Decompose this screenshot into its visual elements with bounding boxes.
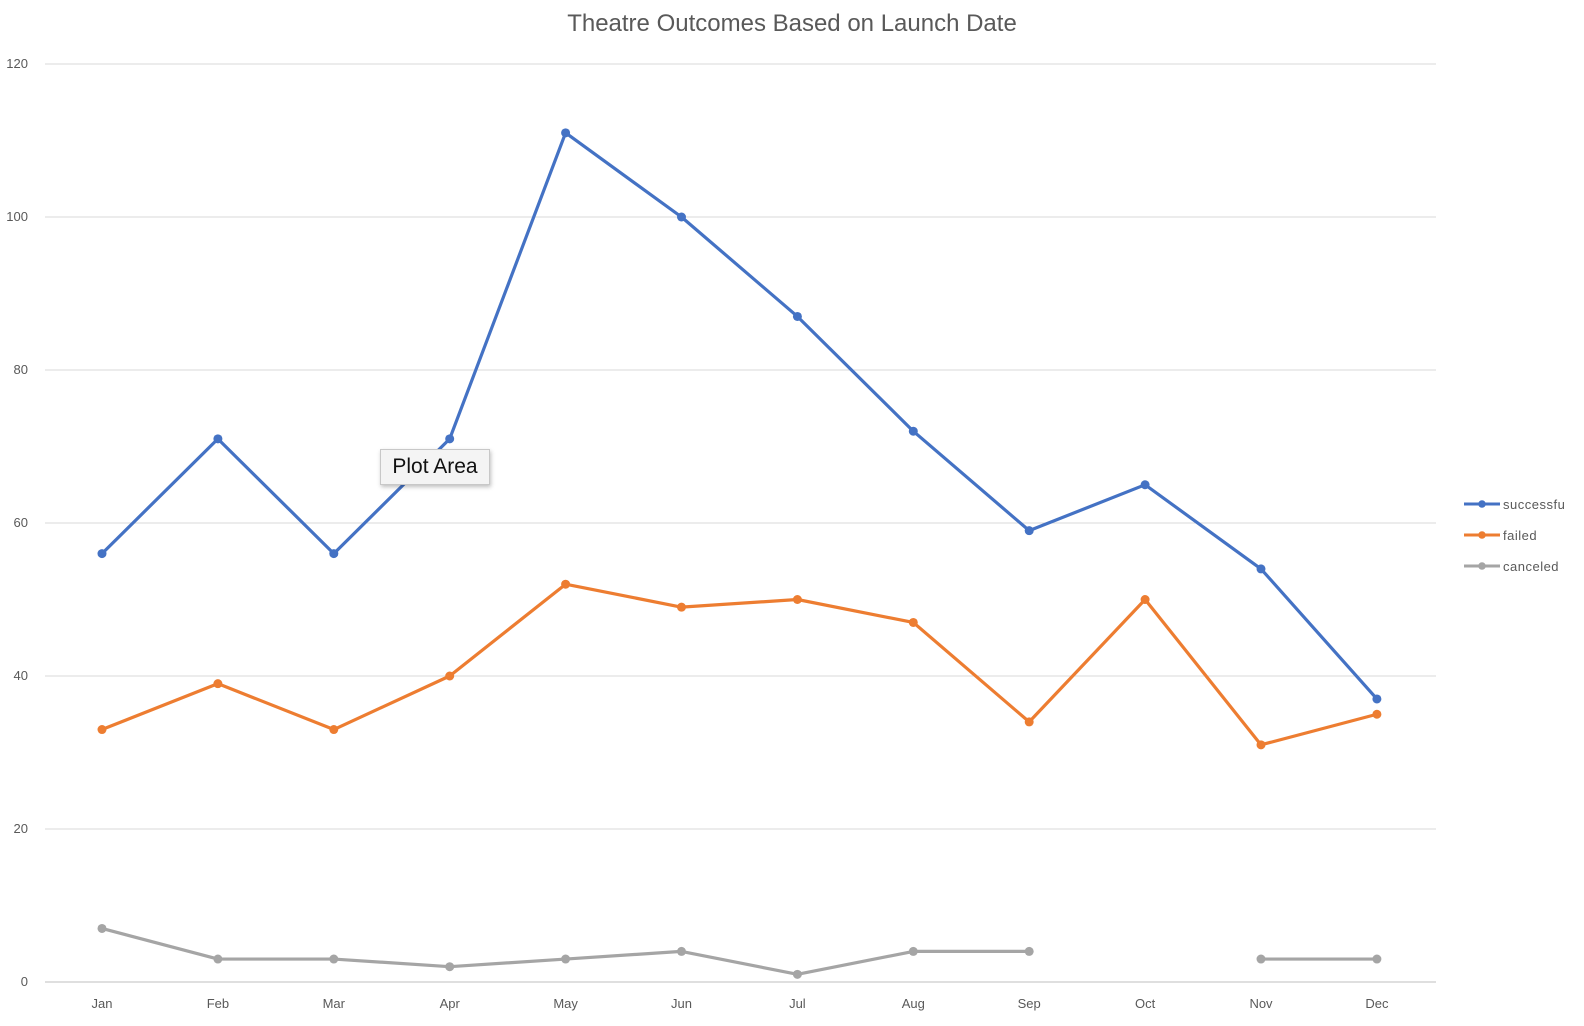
legend-marker xyxy=(1478,531,1486,539)
legend-item-failed: failed xyxy=(1464,528,1537,543)
x-tick-label: Sep xyxy=(1018,996,1041,1011)
data-point xyxy=(908,946,918,956)
data-point xyxy=(213,434,223,444)
data-point xyxy=(445,671,455,681)
data-point xyxy=(677,602,686,612)
data-point xyxy=(1140,480,1150,490)
data-point xyxy=(213,954,223,964)
y-tick-label: 100 xyxy=(6,209,28,224)
data-point xyxy=(1256,740,1266,750)
x-tick-label: May xyxy=(553,996,578,1011)
series-successfu xyxy=(97,128,1382,704)
legend-label: canceled xyxy=(1503,559,1559,574)
data-point xyxy=(908,426,918,436)
legend-marker xyxy=(1478,562,1486,570)
y-tick-label: 120 xyxy=(6,56,28,71)
chart-title: Theatre Outcomes Based on Launch Date xyxy=(567,10,1017,37)
data-point xyxy=(677,946,686,956)
data-point xyxy=(329,549,339,559)
legend-item-canceled: canceled xyxy=(1464,559,1559,574)
series-lines xyxy=(97,128,1382,979)
data-point xyxy=(1372,694,1382,704)
data-point xyxy=(1372,954,1382,964)
legend-marker xyxy=(1478,500,1486,508)
series-line xyxy=(100,582,1379,747)
data-point xyxy=(445,434,455,444)
x-tick-label: Apr xyxy=(440,996,461,1011)
x-tick-label: Aug xyxy=(902,996,925,1011)
data-point xyxy=(213,679,223,689)
x-tick-label: Jan xyxy=(92,996,113,1011)
data-point xyxy=(792,969,802,979)
data-point xyxy=(1024,717,1034,727)
data-point xyxy=(445,962,455,972)
x-tick-label: Jun xyxy=(671,996,692,1011)
data-point xyxy=(97,923,107,933)
y-axis: 0 20 40 60 80 100 120 xyxy=(6,56,28,989)
plot-area-tooltip: Plot Area xyxy=(380,449,490,485)
data-point xyxy=(329,954,339,964)
data-point xyxy=(97,549,107,559)
data-point xyxy=(1024,526,1034,536)
legend: successfu failed canceled xyxy=(1464,497,1565,574)
series-line xyxy=(100,926,1031,976)
data-point xyxy=(1256,564,1266,574)
x-tick-label: Dec xyxy=(1365,996,1389,1011)
x-tick-label: Mar xyxy=(323,996,346,1011)
y-tick-label: 60 xyxy=(14,515,28,530)
data-point xyxy=(1140,595,1150,604)
x-tick-label: Feb xyxy=(207,996,229,1011)
legend-label: failed xyxy=(1503,528,1537,543)
gridlines xyxy=(45,63,1436,983)
data-point xyxy=(561,954,571,964)
data-point xyxy=(677,212,686,222)
legend-item-successfu: successfu xyxy=(1464,497,1565,512)
x-tick-label: Jul xyxy=(789,996,806,1011)
x-tick-label: Nov xyxy=(1249,996,1273,1011)
data-point xyxy=(1372,709,1382,719)
y-tick-label: 0 xyxy=(21,974,28,989)
y-tick-label: 80 xyxy=(14,362,28,377)
x-axis: Jan Feb Mar Apr May Jun Jul Aug Sep Oct Nov Dec xyxy=(92,996,1389,1011)
data-point xyxy=(908,617,918,627)
series-line xyxy=(100,131,1379,701)
y-tick-label: 20 xyxy=(14,821,28,836)
data-point xyxy=(329,725,339,735)
x-tick-label: Oct xyxy=(1135,996,1156,1011)
series-failed xyxy=(97,579,1382,750)
data-point xyxy=(1256,954,1266,964)
data-point xyxy=(561,579,571,589)
series-canceled xyxy=(97,923,1382,979)
data-point xyxy=(561,128,571,138)
data-point xyxy=(97,725,107,735)
legend-label: successfu xyxy=(1503,497,1565,512)
data-point xyxy=(1024,946,1034,956)
y-tick-label: 40 xyxy=(14,668,28,683)
data-point xyxy=(792,595,802,604)
data-point xyxy=(792,311,802,321)
